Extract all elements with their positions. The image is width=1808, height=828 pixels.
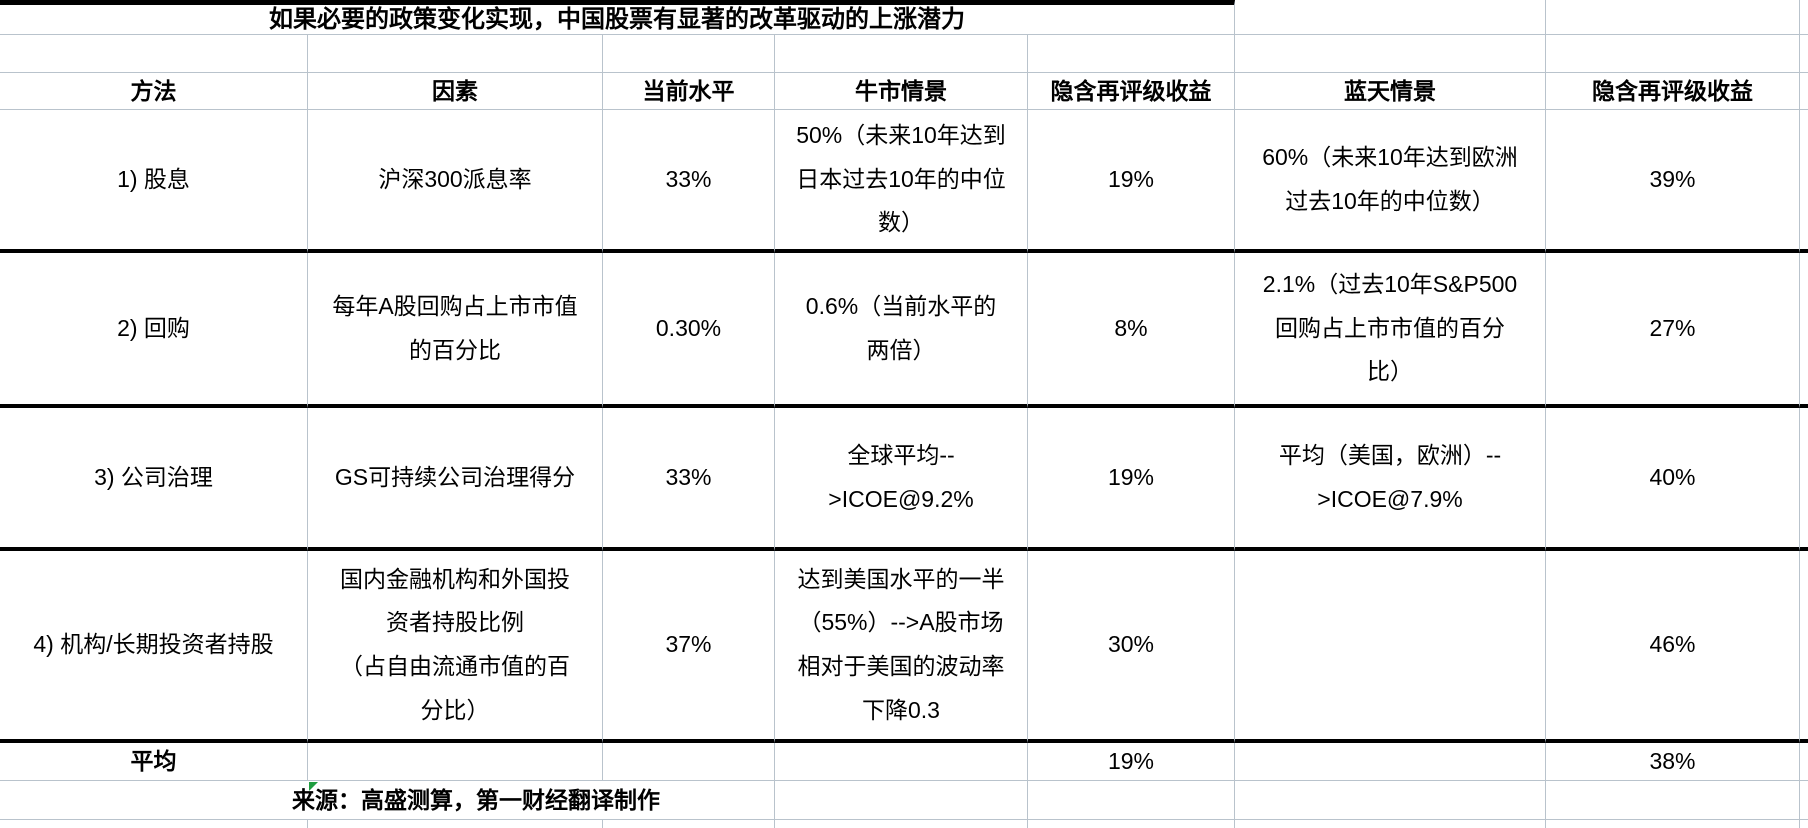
header-method[interactable]: 方法 <box>0 73 308 110</box>
empty-cell[interactable] <box>1028 781 1235 820</box>
empty-cell[interactable] <box>775 35 1028 73</box>
cell-average-bull-return[interactable]: 19% <box>1028 743 1235 781</box>
cell-average-bluesky-return[interactable]: 38% <box>1546 743 1800 781</box>
header-current-level[interactable]: 当前水平 <box>603 73 775 110</box>
header-bluesky-scenario[interactable]: 蓝天情景 <box>1235 73 1546 110</box>
cell-bluesky-buybacks[interactable]: 2.1%（过去10年S&P500 回购占上市市值的百分 比） <box>1235 253 1546 408</box>
cell-factor-governance[interactable]: GS可持续公司治理得分 <box>308 408 603 551</box>
cell-method-buybacks[interactable]: 2) 回购 <box>0 253 308 408</box>
empty-cell[interactable] <box>775 781 1028 820</box>
empty-cell[interactable] <box>0 820 308 828</box>
empty-cell[interactable] <box>1235 781 1546 820</box>
empty-cell[interactable] <box>1546 781 1800 820</box>
cell-current-buybacks[interactable]: 0.30% <box>603 253 775 408</box>
cell-bull-institutional[interactable]: 达到美国水平的一半 （55%）-->A股市场 相对于美国的波动率 下降0.3 <box>775 551 1028 743</box>
cell-bluesky-return-institutional[interactable]: 46% <box>1546 551 1800 743</box>
empty-cell[interactable] <box>603 35 775 73</box>
header-bull-scenario[interactable]: 牛市情景 <box>775 73 1028 110</box>
empty-cell[interactable] <box>603 820 775 828</box>
empty-cell[interactable] <box>775 743 1028 781</box>
empty-cell[interactable] <box>1235 0 1546 35</box>
cell-bull-governance[interactable]: 全球平均-- >ICOE@9.2% <box>775 408 1028 551</box>
cell-bluesky-return-governance[interactable]: 40% <box>1546 408 1800 551</box>
cell-bluesky-return-buybacks[interactable]: 27% <box>1546 253 1800 408</box>
header-implied-rerating-return-bull[interactable]: 隐含再评级收益 <box>1028 73 1235 110</box>
cell-factor-dividends[interactable]: 沪深300派息率 <box>308 110 603 253</box>
empty-cell[interactable] <box>603 743 775 781</box>
empty-cell[interactable] <box>308 35 603 73</box>
cell-method-governance[interactable]: 3) 公司治理 <box>0 408 308 551</box>
empty-cell[interactable] <box>1800 35 1808 73</box>
header-factor[interactable]: 因素 <box>308 73 603 110</box>
cell-factor-buybacks[interactable]: 每年A股回购占上市市值 的百分比 <box>308 253 603 408</box>
cell-current-governance[interactable]: 33% <box>603 408 775 551</box>
cell-factor-institutional[interactable]: 国内金融机构和外国投 资者持股比例 （占自由流通市值的百 分比） <box>308 551 603 743</box>
empty-cell[interactable] <box>1235 743 1546 781</box>
cell-method-institutional[interactable]: 4) 机构/长期投资者持股 <box>0 551 308 743</box>
cell-bull-return-buybacks[interactable]: 8% <box>1028 253 1235 408</box>
empty-cell[interactable] <box>1546 35 1800 73</box>
cell-current-dividends[interactable]: 33% <box>603 110 775 253</box>
cell-bluesky-return-dividends[interactable]: 39% <box>1546 110 1800 253</box>
cell-method-dividends[interactable]: 1) 股息 <box>0 110 308 253</box>
source-note-cell[interactable]: 来源：高盛测算，第一财经翻译制作 <box>0 781 775 820</box>
cell-bluesky-institutional[interactable] <box>1235 551 1546 743</box>
empty-cell[interactable] <box>1235 820 1546 828</box>
empty-cell[interactable] <box>1028 35 1235 73</box>
cell-current-institutional[interactable]: 37% <box>603 551 775 743</box>
cell-bull-dividends[interactable]: 50%（未来10年达到 日本过去10年的中位 数） <box>775 110 1028 253</box>
empty-cell[interactable] <box>308 743 603 781</box>
cell-warning-flag-icon <box>309 782 318 791</box>
empty-cell[interactable] <box>1800 0 1808 35</box>
empty-cell[interactable] <box>1800 110 1808 253</box>
empty-cell[interactable] <box>1800 73 1808 110</box>
cell-bull-return-dividends[interactable]: 19% <box>1028 110 1235 253</box>
empty-cell[interactable] <box>1800 820 1808 828</box>
empty-cell[interactable] <box>1800 551 1808 743</box>
empty-cell[interactable] <box>308 820 603 828</box>
table-title-cell[interactable]: 如果必要的政策变化实现，中国股票有显著的改革驱动的上涨潜力 <box>0 0 1235 35</box>
empty-cell[interactable] <box>1546 0 1800 35</box>
empty-cell[interactable] <box>1800 253 1808 408</box>
cell-bull-return-institutional[interactable]: 30% <box>1028 551 1235 743</box>
cell-average-label[interactable]: 平均 <box>0 743 308 781</box>
empty-cell[interactable] <box>1235 35 1546 73</box>
empty-cell[interactable] <box>1800 743 1808 781</box>
empty-cell[interactable] <box>1028 820 1235 828</box>
cell-bluesky-governance[interactable]: 平均（美国，欧洲）-- >ICOE@7.9% <box>1235 408 1546 551</box>
cell-bull-return-governance[interactable]: 19% <box>1028 408 1235 551</box>
cell-bull-buybacks[interactable]: 0.6%（当前水平的 两倍） <box>775 253 1028 408</box>
empty-cell[interactable] <box>1546 820 1800 828</box>
cell-bluesky-dividends[interactable]: 60%（未来10年达到欧洲 过去10年的中位数） <box>1235 110 1546 253</box>
empty-cell[interactable] <box>1800 408 1808 551</box>
empty-cell[interactable] <box>775 820 1028 828</box>
empty-cell[interactable] <box>1800 781 1808 820</box>
header-implied-rerating-return-bluesky[interactable]: 隐含再评级收益 <box>1546 73 1800 110</box>
empty-cell[interactable] <box>0 35 308 73</box>
